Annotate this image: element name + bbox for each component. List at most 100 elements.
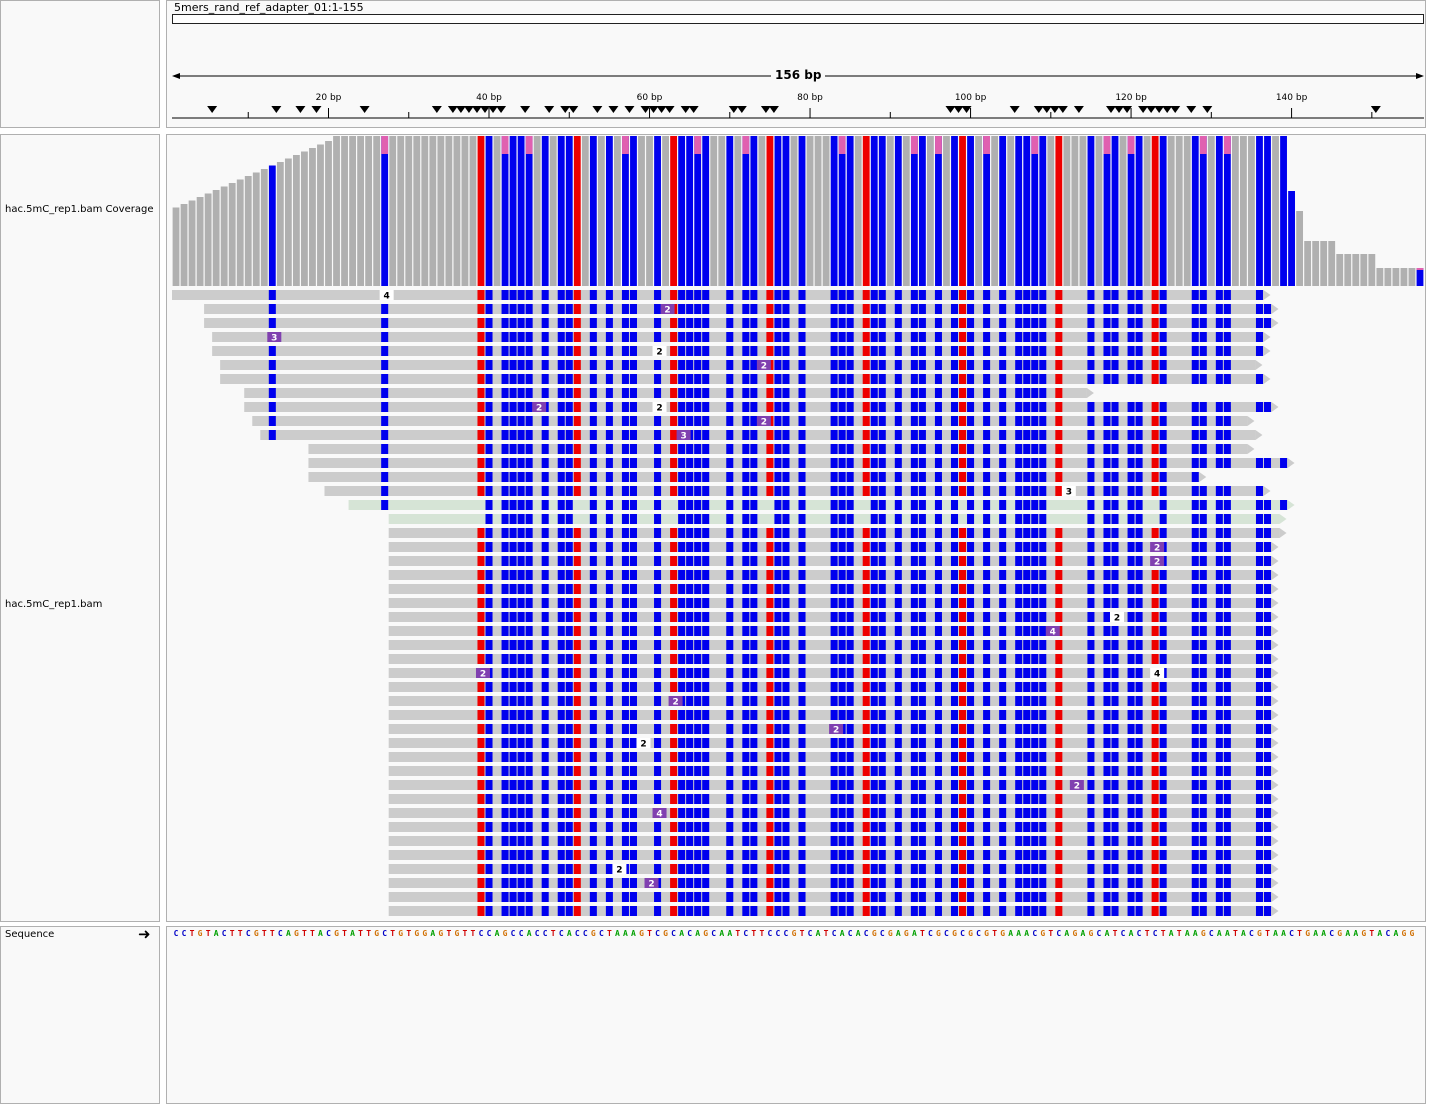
- methylation-call: [726, 584, 734, 594]
- methylation-call: [798, 444, 806, 454]
- methylation-call: [742, 850, 750, 860]
- methylation-call: [1015, 388, 1023, 398]
- methylation-call: [918, 458, 926, 468]
- methylation-call: [477, 388, 485, 398]
- read-strand-arrow: [1271, 752, 1279, 762]
- methylation-call: [830, 822, 838, 832]
- coverage-bar: [381, 136, 389, 286]
- methylation-call: [1127, 584, 1135, 594]
- coverage-track-name[interactable]: hac.5mC_rep1.bam Coverage: [5, 204, 154, 215]
- chromosome-overview-bar[interactable]: [172, 14, 1424, 24]
- methylation-call: [910, 766, 918, 776]
- coverage-bar: [766, 136, 774, 286]
- reference-base: T: [310, 929, 315, 938]
- coverage-bar: [1055, 136, 1063, 286]
- reference-base: C: [1056, 929, 1062, 938]
- methylation-call: [589, 346, 597, 356]
- methylation-call: [1103, 878, 1111, 888]
- coverage-bar: [1384, 268, 1392, 286]
- methylation-call: [686, 570, 694, 580]
- methylation-call: [870, 710, 878, 720]
- coverage-track[interactable]: [172, 132, 1424, 286]
- methylation-call: [1111, 766, 1119, 776]
- methylation-call: [509, 514, 517, 524]
- methylation-call: [517, 710, 525, 720]
- methylation-call: [694, 738, 702, 748]
- methylation-call: [910, 430, 918, 440]
- methylation-call: [934, 864, 942, 874]
- methylation-call: [1103, 710, 1111, 720]
- methylation-call: [1215, 766, 1223, 776]
- methylation-call: [750, 444, 758, 454]
- methylation-call: [1199, 290, 1207, 300]
- insertion-marker-icon: [1186, 106, 1197, 113]
- methylation-call: [702, 304, 710, 314]
- insertion-count-box: [660, 304, 675, 314]
- ruler[interactable]: [166, 66, 1426, 126]
- methylation-call: [830, 766, 838, 776]
- methylation-call: [565, 360, 573, 370]
- sequence-panel[interactable]: [166, 926, 1426, 1104]
- methylation-call: [1199, 360, 1207, 370]
- methylation-call: [1111, 486, 1119, 496]
- methylation-call: [1039, 682, 1047, 692]
- methylation-call: [694, 360, 702, 370]
- methylation-call: [774, 654, 782, 664]
- methylation-call: [910, 626, 918, 636]
- methylation-call: [1103, 766, 1111, 776]
- methylation-call: [573, 472, 581, 482]
- methylation-call: [525, 402, 533, 412]
- methylation-call: [918, 682, 926, 692]
- methylation-call: [1103, 696, 1111, 706]
- read-strand-arrow: [1086, 388, 1094, 398]
- methylation-call: [1023, 598, 1031, 608]
- coverage-bar: [951, 136, 958, 286]
- methylation-call: [517, 668, 525, 678]
- methylation-call: [1255, 696, 1263, 706]
- methylation-call: [862, 486, 870, 496]
- reference-base: C: [711, 929, 717, 938]
- methylation-call: [485, 598, 493, 608]
- reference-base: C: [1096, 929, 1102, 938]
- methylation-call: [1103, 318, 1111, 328]
- strand-arrow-icon[interactable]: ➜: [138, 925, 151, 943]
- methylation-call: [629, 290, 637, 300]
- methylation-call: [1103, 528, 1111, 538]
- sequence-track-name[interactable]: Sequence: [5, 929, 55, 940]
- methylation-call: [565, 570, 573, 580]
- insertion-marker-icon: [207, 106, 218, 113]
- methylation-call: [686, 556, 694, 566]
- methylation-call: [918, 290, 926, 300]
- read-strand-arrow: [1271, 766, 1279, 776]
- methylation-call: [846, 794, 854, 804]
- methylation-call: [870, 822, 878, 832]
- methylation-call: [846, 906, 854, 916]
- methylation-call: [878, 626, 886, 636]
- read-strand-arrow: [1271, 850, 1279, 860]
- methylation-call: [838, 836, 846, 846]
- methylation-call: [509, 556, 517, 566]
- methylation-call: [557, 864, 565, 874]
- methylation-call: [1023, 416, 1031, 426]
- methylation-call: [702, 318, 710, 328]
- alignment-track-name[interactable]: hac.5mC_rep1.bam: [5, 599, 103, 610]
- methylation-call: [501, 346, 509, 356]
- methylation-call: [686, 640, 694, 650]
- coverage-mismatch-segment: [983, 136, 991, 154]
- reference-base: C: [655, 929, 660, 938]
- methylation-call: [1023, 696, 1031, 706]
- methylation-call: [1111, 654, 1119, 664]
- methylation-call: [573, 808, 581, 818]
- methylation-call: [501, 318, 509, 328]
- methylation-call: [557, 486, 565, 496]
- coverage-bar: [413, 136, 421, 286]
- insertion-marker-icon: [688, 106, 699, 113]
- methylation-call: [517, 360, 525, 370]
- methylation-call: [1039, 752, 1047, 762]
- methylation-call: [999, 458, 1007, 468]
- methylation-call: [910, 472, 918, 482]
- methylation-call: [910, 682, 918, 692]
- methylation-call: [629, 808, 637, 818]
- methylation-call: [1151, 598, 1159, 608]
